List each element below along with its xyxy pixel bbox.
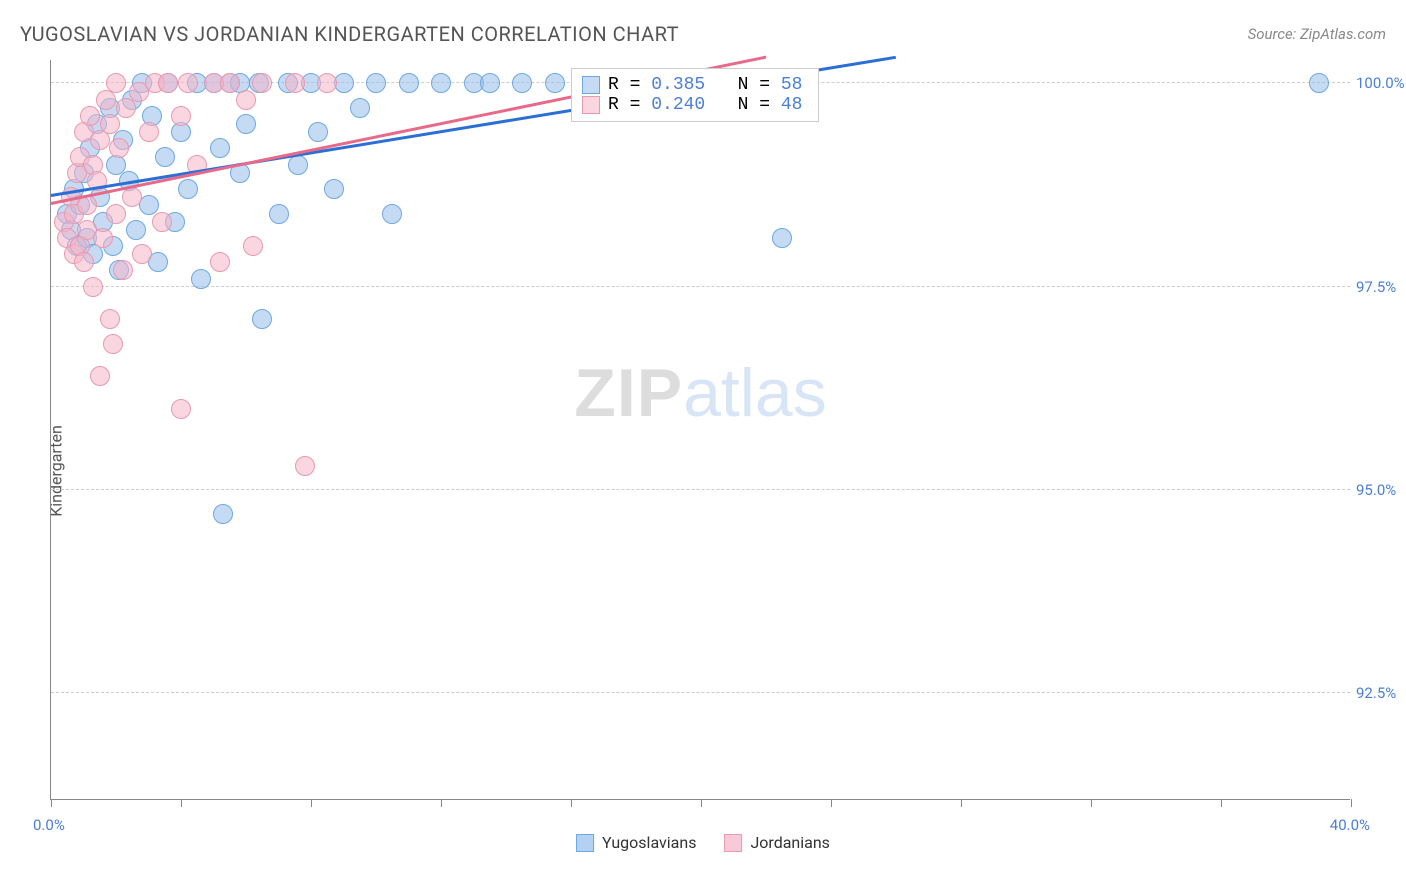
data-point (116, 98, 136, 118)
x-tick (831, 799, 832, 807)
legend-label: Yugoslavians (602, 833, 696, 852)
data-point (220, 73, 240, 93)
data-point (90, 366, 110, 386)
data-point (155, 147, 175, 167)
data-point (308, 122, 328, 142)
legend-label: Jordanians (750, 833, 829, 852)
data-point (74, 252, 94, 272)
chart-title: YUGOSLAVIAN VS JORDANIAN KINDERGARTEN CO… (20, 22, 679, 46)
data-point (213, 504, 233, 524)
data-point (106, 204, 126, 224)
data-point (126, 220, 146, 240)
data-point (295, 456, 315, 476)
chart-header: YUGOSLAVIAN VS JORDANIAN KINDERGARTEN CO… (0, 0, 1406, 56)
source-attribution: Source: ZipAtlas.com (1248, 25, 1386, 43)
data-point (178, 179, 198, 199)
data-point (269, 204, 289, 224)
data-point (106, 73, 126, 93)
data-point (191, 269, 211, 289)
data-point (210, 252, 230, 272)
legend-row: R = 0.240 N = 48 (582, 95, 802, 115)
data-point (252, 309, 272, 329)
data-point (366, 73, 386, 93)
x-tick (1091, 799, 1092, 807)
data-point (772, 228, 792, 248)
data-point (100, 114, 120, 134)
data-point (236, 90, 256, 110)
source-link[interactable]: ZipAtlas.com (1300, 25, 1386, 43)
data-point (158, 73, 178, 93)
x-tick (571, 799, 572, 807)
legend-item: Jordanians (724, 833, 829, 852)
data-point (113, 260, 133, 280)
correlation-legend: R = 0.385 N = 58R = 0.240 N = 48 (571, 68, 819, 122)
x-tick (181, 799, 182, 807)
data-point (210, 138, 230, 158)
data-point (350, 98, 370, 118)
data-point (236, 114, 256, 134)
x-tick (1221, 799, 1222, 807)
data-point (171, 106, 191, 126)
gridline (51, 692, 1350, 693)
data-point (109, 138, 129, 158)
y-tick-label: 97.5% (1356, 278, 1406, 296)
gridline (51, 286, 1350, 287)
data-point (178, 73, 198, 93)
data-point (252, 73, 272, 93)
x-tick (961, 799, 962, 807)
legend-swatch (582, 96, 600, 114)
data-point (382, 204, 402, 224)
y-tick-label: 92.5% (1356, 684, 1406, 702)
x-min-label: 0.0% (33, 816, 65, 834)
data-point (545, 73, 565, 93)
data-point (431, 73, 451, 93)
data-point (122, 187, 142, 207)
data-point (132, 244, 152, 264)
data-point (171, 399, 191, 419)
data-point (512, 73, 532, 93)
legend-row: R = 0.385 N = 58 (582, 75, 802, 95)
x-tick (51, 799, 52, 807)
chart-area: Kindergarten ZIPatlas 92.5%95.0%97.5%100… (0, 50, 1406, 892)
data-point (285, 73, 305, 93)
data-point (324, 179, 344, 199)
x-tick (701, 799, 702, 807)
x-tick (1351, 799, 1352, 807)
legend-swatch (582, 76, 600, 94)
legend-swatch (724, 834, 742, 852)
legend-item: Yugoslavians (576, 833, 696, 852)
data-point (399, 73, 419, 93)
data-point (139, 122, 159, 142)
x-tick (311, 799, 312, 807)
data-point (103, 334, 123, 354)
legend-swatch (576, 834, 594, 852)
y-tick-label: 100.0% (1356, 74, 1406, 92)
data-point (243, 236, 263, 256)
data-point (152, 212, 172, 232)
plot-region: ZIPatlas 92.5%95.0%97.5%100.0%0.0%40.0%R… (50, 60, 1350, 800)
data-point (100, 309, 120, 329)
gridline (51, 489, 1350, 490)
data-point (93, 228, 113, 248)
data-point (83, 277, 103, 297)
x-max-label: 40.0% (1330, 816, 1370, 834)
data-point (480, 73, 500, 93)
watermark: ZIPatlas (574, 354, 826, 432)
legend-bottom: Yugoslavians Jordanians (576, 833, 830, 852)
data-point (1309, 73, 1329, 93)
x-tick (441, 799, 442, 807)
y-tick-label: 95.0% (1356, 481, 1406, 499)
data-point (80, 106, 100, 126)
data-point (317, 73, 337, 93)
